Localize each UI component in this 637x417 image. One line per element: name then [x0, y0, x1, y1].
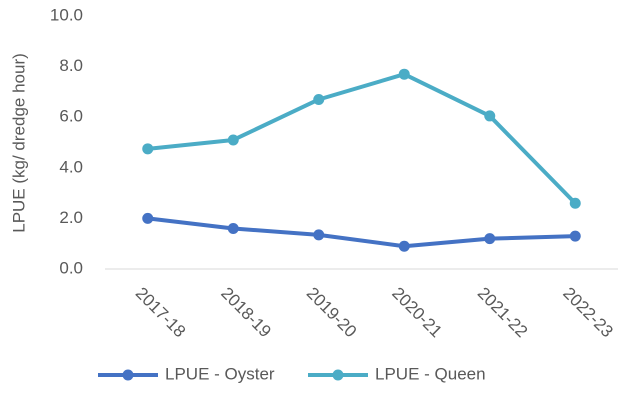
x-tick-label: 2018-19	[217, 284, 275, 342]
data-point	[398, 240, 410, 252]
data-point	[142, 143, 154, 155]
x-tick-label: 2022-23	[559, 284, 617, 342]
x-tick-label: 2021-22	[474, 284, 532, 342]
data-point	[227, 134, 239, 146]
y-axis-label: LPUE (kg/ dredge hour)	[9, 53, 28, 233]
data-point	[313, 229, 325, 241]
y-tick-label: 8.0	[59, 56, 83, 75]
y-tick-label: 6.0	[59, 107, 83, 126]
y-tick-label: 4.0	[59, 157, 83, 176]
x-tick-label: 2020-21	[388, 284, 446, 342]
y-tick-label: 0.0	[59, 258, 83, 277]
legend-label: LPUE - Oyster	[165, 364, 275, 383]
x-tick-label: 2019-20	[303, 284, 361, 342]
series-line	[147, 72, 577, 205]
data-point	[569, 230, 581, 242]
legend-marker	[332, 369, 344, 381]
legend-label: LPUE - Queen	[375, 364, 486, 383]
data-point	[569, 197, 581, 209]
data-point	[313, 93, 325, 105]
data-point	[142, 212, 154, 224]
data-point	[484, 110, 496, 122]
legend-marker	[122, 369, 134, 381]
data-point	[398, 68, 410, 80]
data-point	[484, 233, 496, 245]
x-tick-label: 2017-18	[132, 284, 190, 342]
series-line	[147, 216, 576, 249]
y-tick-label: 10.0	[50, 5, 83, 24]
data-point	[227, 223, 239, 235]
y-tick-label: 2.0	[59, 208, 83, 227]
